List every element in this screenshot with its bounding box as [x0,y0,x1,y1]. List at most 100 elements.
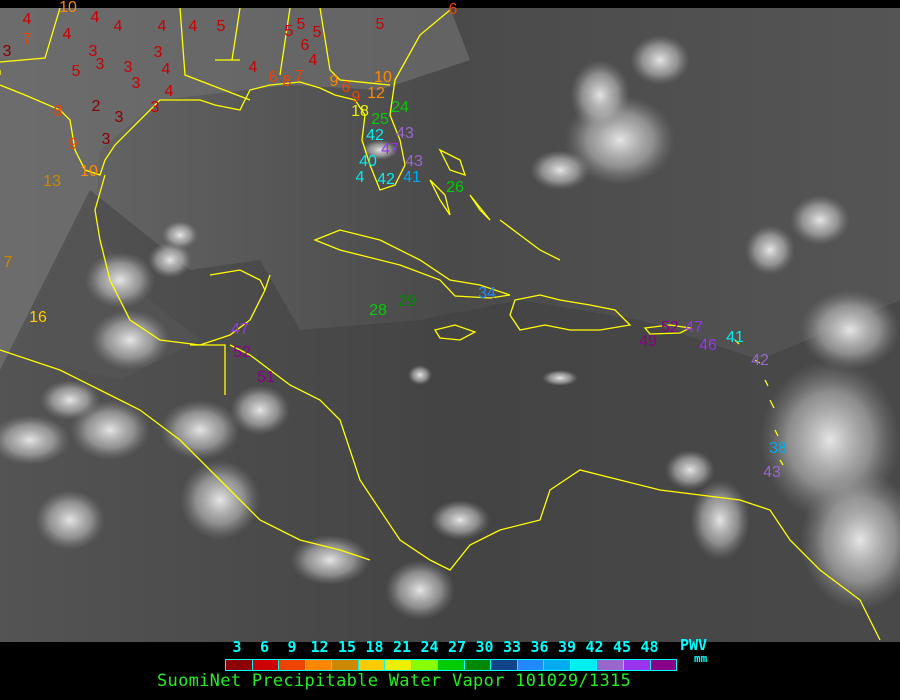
legend-swatch [385,660,411,670]
legend-tick: 42 [585,638,604,656]
station-pwv-value: 3 [96,56,105,73]
legend-swatch [544,660,570,670]
pwv-legend: 3 6 9 12 15 18 21 24 27 30 33 36 39 42 45 48 PWV mm Suo… [0,636,900,700]
station-pwv-value: 6 [301,37,310,54]
station-pwv-value: 5 [285,23,294,40]
legend-tick: 3 [232,638,242,656]
station-pwv-value: 42 [751,352,769,369]
legend-tick: 27 [447,638,467,656]
station-pwv-value: 9 [69,136,78,153]
station-pwv-value: 5 [72,63,81,80]
legend-swatch [597,660,623,670]
station-pwv-value: 28 [369,302,387,319]
coastlines [0,7,881,641]
station-pwv-value: 25 [371,111,389,128]
station-pwv-value: 3 [154,44,163,61]
station-pwv-value: 2 [92,98,101,115]
station-pwv-value: 51 [257,369,275,386]
legend-tick: 9 [287,638,297,656]
station-pwv-value: 6 [449,1,458,18]
station-pwv-value: 10 [59,0,77,16]
station-pwv-value: 38 [769,440,787,457]
station-pwv-value: 29 [398,293,416,310]
station-pwv-value: 7 [4,254,13,271]
station-pwv-value: 47 [381,141,399,158]
legend-swatch [623,660,650,670]
station-pwv-value: 10 [80,163,98,180]
station-pwv-value: 42 [366,127,384,144]
station-pwv-value: 5 [217,18,226,35]
station-pwv-value: 8 [283,73,292,90]
station-pwv-value: 52 [233,344,251,361]
station-pwv-value: 4 [356,169,365,186]
station-pwv-value: 4 [91,9,100,26]
station-pwv-value: 3 [3,43,12,60]
legend-unit: mm [694,652,708,665]
station-pwv-value: 3 [124,59,133,76]
legend-swatch [226,660,252,670]
legend-swatch [517,660,544,670]
station-pwv-value: 7 [295,68,304,85]
station-pwv-value: 3 [115,109,124,126]
legend-tick: 15 [337,638,357,656]
legend-swatch [438,660,464,670]
legend-tick: 36 [530,638,549,656]
station-pwv-value: 4 [309,52,318,69]
station-pwv-value: 12 [367,85,385,102]
legend-swatch [305,660,332,670]
legend-tick: 21 [392,638,412,656]
station-pwv-value: 47 [685,319,703,336]
station-pwv-value: 3 [132,75,141,92]
station-pwv-value: 4 [189,18,198,35]
station-pwv-value: 7 [23,31,32,48]
station-pwv-value: 34 [478,285,496,302]
station-pwv-value: 43 [405,153,423,170]
legend-tick: 18 [365,638,384,656]
legend-color-bar [225,659,677,671]
legend-swatch [650,660,677,670]
station-pwv-value: 3 [89,43,98,60]
legend-swatch [252,660,279,670]
station-pwv-value: 24 [391,99,409,116]
station-pwv-value: 4 [23,11,32,28]
station-pwv-value: 26 [446,179,464,196]
legend-swatch [491,660,517,670]
station-pwv-value: 52 [661,319,679,336]
station-pwv-value: 5 [376,16,385,33]
station-pwv-value: 42 [377,171,395,188]
legend-tick: 24 [420,638,439,656]
legend-tick: 12 [310,638,329,656]
legend-swatch [570,660,597,670]
station-pwv-value: 6 [269,69,278,86]
station-pwv-value: 4 [165,83,174,100]
legend-tick: 48 [640,638,659,656]
legend-swatch [464,660,491,670]
station-pwv-value: 43 [763,464,781,481]
station-pwv-value: 43 [396,125,414,142]
station-pwv-value: 4 [63,26,72,43]
station-pwv-value: 41 [726,329,744,346]
station-pwv-value: 6 [342,79,351,96]
legend-swatch [411,660,438,670]
legend-tick: 39 [557,638,577,656]
station-pwv-value: 13 [43,173,61,190]
station-pwv-value: 5 [313,24,322,41]
station-pwv-value: 41 [403,169,421,186]
legend-tick: 6 [259,638,270,656]
legend-swatch [358,660,385,670]
station-pwv-value: 4 [162,61,171,78]
station-pwv-value: 5 [297,16,306,33]
station-pwv-value: 8 [54,103,63,120]
station-pwv-value: 49 [639,333,657,350]
cloud-cover [0,35,900,620]
station-pwv-value: 18 [351,103,369,120]
station-pwv-value: 9 [330,73,339,90]
station-pwv-value: 4 [249,59,258,76]
station-pwv-value: 10 [374,69,392,86]
legend-tick: 45 [612,638,632,656]
station-pwv-value: 4 [114,18,123,35]
legend-swatch [279,660,305,670]
map-title: SuomiNet Precipitable Water Vapor 101029… [157,671,632,691]
